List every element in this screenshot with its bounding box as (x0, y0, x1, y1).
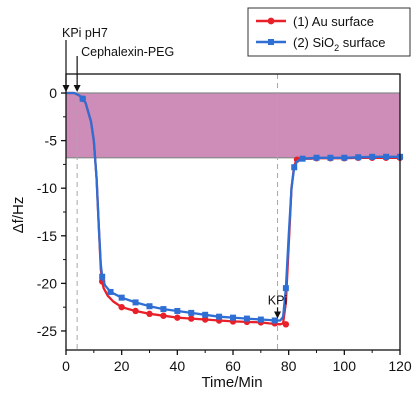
x-tick-label-5: 100 (333, 358, 357, 374)
series-0-point-5 (160, 312, 167, 319)
series-1-point-12 (243, 315, 250, 322)
series-1-point-5 (146, 303, 153, 310)
series-0-point-6 (174, 314, 181, 321)
legend: (1) Au surface (2) SiO2 surface (247, 7, 411, 57)
series-1-point-1 (99, 273, 106, 280)
series-1-point-23 (383, 153, 390, 160)
annotations-layer: KPi pH7 Cephalexin-PEG KPi (62, 26, 287, 319)
series-layer (66, 91, 404, 328)
shaded-band-layer (66, 93, 400, 158)
legend-sio2-marker (268, 39, 274, 45)
series-1-point-15 (282, 285, 289, 292)
series-0-point-3 (132, 307, 139, 315)
series-1-point-13 (257, 316, 264, 323)
y-axis-title: Δf/Hz (10, 197, 27, 234)
y-tick-label-2: -10 (37, 180, 57, 196)
x-tick-label-1: 20 (114, 358, 130, 374)
x-tick-label-2: 40 (170, 358, 186, 374)
series-1-point-16 (291, 164, 298, 171)
y-tick-label-3: -15 (37, 228, 57, 244)
series-1-point-19 (327, 154, 334, 161)
legend-au-label: (1) Au surface (293, 14, 374, 29)
series-1-point-3 (118, 294, 125, 301)
series-0-point-2 (118, 303, 125, 311)
y-tick-label-5: -25 (37, 323, 57, 339)
legend-box (247, 7, 411, 57)
legend-entry-sio2: (2) SiO2 surface (256, 35, 385, 53)
series-1-point-22 (369, 153, 376, 160)
series-1-point-4 (132, 299, 139, 306)
series-1-point-11 (230, 314, 236, 321)
shaded-band (66, 93, 400, 158)
series-1-point-10 (216, 313, 223, 320)
series-1-point-14 (271, 317, 278, 324)
series-1-point-8 (188, 309, 195, 316)
series-1-point-18 (313, 154, 320, 161)
legend-sio2-label: (2) SiO2 surface (293, 35, 385, 53)
series-1-point-0 (79, 95, 86, 102)
annotation-cephalexin-peg: Cephalexin-PEG (81, 45, 174, 59)
series-1-point-17 (299, 155, 306, 162)
series-1-point-20 (341, 154, 348, 161)
x-axis-title: Time/Min (201, 374, 262, 391)
series-0-point-8 (201, 316, 209, 323)
annotation-kpi-ph7-arrow-head (62, 85, 70, 93)
y-tick-label-1: -5 (45, 133, 58, 149)
series-0-point-14 (282, 321, 290, 328)
series-0-point-4 (146, 310, 153, 318)
legend-au-marker (267, 17, 275, 25)
y-tick-label-4: -20 (37, 275, 57, 291)
annotation-cephalexin-peg-arrow-head (73, 85, 81, 93)
x-tick-label-3: 60 (225, 358, 241, 374)
series-0-point-7 (188, 315, 195, 322)
legend-entry-au: (1) Au surface (256, 14, 374, 29)
annotation-kpi-arrow-head (274, 311, 282, 319)
annotation-kpi-ph7: KPi pH7 (62, 26, 108, 40)
x-tick-label-6: 120 (388, 358, 412, 374)
series-1-point-6 (160, 306, 167, 313)
series-line-1 (66, 91, 400, 322)
series-1-point-21 (355, 154, 362, 161)
axes-layer: 0 20 40 60 80 100 120 0 -5 -10 -15 -20 -25 (37, 73, 412, 374)
series-1-point-7 (174, 307, 181, 314)
annotation-kpi: KPi (268, 293, 287, 307)
x-tick-label-0: 0 (62, 358, 70, 374)
series-1-point-2 (107, 288, 114, 295)
series-1-point-9 (202, 311, 209, 318)
x-tick-label-4: 80 (281, 358, 297, 374)
y-tick-label-0: 0 (49, 85, 57, 101)
